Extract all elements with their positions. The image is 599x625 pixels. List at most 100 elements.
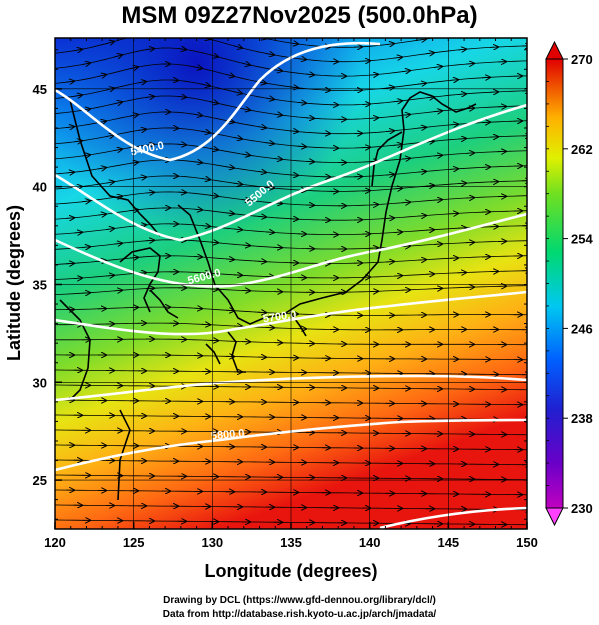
streamline xyxy=(55,322,527,331)
wind-arrow xyxy=(265,98,274,99)
wind-arrow xyxy=(297,102,306,103)
wind-arrow xyxy=(289,131,298,132)
streamline xyxy=(55,270,527,280)
wind-arrow xyxy=(425,53,434,54)
y-axis-ticks: 25 30 35 40 45 xyxy=(33,49,527,520)
wind-arrow xyxy=(177,144,186,145)
streamlines xyxy=(55,19,527,540)
wind-arrow xyxy=(449,124,458,125)
wind-arrow xyxy=(457,49,466,50)
streamline xyxy=(55,474,527,481)
wind-arrow xyxy=(145,240,154,241)
wind-arrow xyxy=(393,101,402,102)
wind-arrow xyxy=(385,131,394,132)
wind-arrow xyxy=(417,171,426,172)
wind-arrow xyxy=(289,175,298,176)
streamline xyxy=(55,504,527,511)
wind-arrow xyxy=(201,178,210,179)
wind-arrow xyxy=(201,226,210,227)
wind-arrow xyxy=(369,74,378,75)
wind-arrow xyxy=(73,232,82,233)
contour-5800 xyxy=(55,374,527,402)
wind-arrow xyxy=(257,127,266,128)
wind-arrow xyxy=(241,154,250,155)
wind-arrow xyxy=(417,127,426,128)
streamline xyxy=(55,384,527,391)
wind-arrow xyxy=(233,137,242,138)
wind-arrow xyxy=(209,55,218,57)
wind-arrow xyxy=(145,49,154,50)
wind-arrow xyxy=(393,232,402,233)
x-tick-label: 140 xyxy=(359,535,381,550)
wind-arrow xyxy=(177,96,186,97)
wind-arrow xyxy=(81,293,90,294)
wind-arrow xyxy=(81,247,90,248)
map-title: MSM 09Z27Nov2025 (500.0hPa) xyxy=(121,2,478,29)
contour-5600 xyxy=(55,212,527,288)
x-tick-label: 145 xyxy=(437,535,459,550)
wind-arrow xyxy=(130,19,138,21)
x-axis-ticks: 120 125 130 135 140 145 150 xyxy=(44,38,538,550)
wind-arrow xyxy=(97,168,106,169)
wind-arrow xyxy=(201,131,210,132)
x-tick-label: 135 xyxy=(280,535,302,550)
wind-arrow xyxy=(305,118,314,119)
wind-arrow xyxy=(361,61,370,62)
wind-arrow xyxy=(457,94,466,95)
wind-arrow xyxy=(129,115,138,116)
wind-arrow xyxy=(369,118,378,119)
wind-arrow xyxy=(225,310,234,311)
streamline xyxy=(55,143,527,164)
streamline xyxy=(55,175,527,192)
streamline xyxy=(55,95,527,120)
wind-arrow xyxy=(233,183,242,184)
wind-arrow xyxy=(193,114,202,115)
wind-arrow xyxy=(425,185,434,186)
wind-arrow xyxy=(385,218,394,219)
contour-5700 xyxy=(55,290,527,336)
wind-arrow xyxy=(433,66,442,67)
colorbar-tick-label: 270 xyxy=(571,52,593,67)
colorbar-tick-label: 262 xyxy=(571,142,593,157)
wind-arrow xyxy=(193,257,202,258)
wind-arrow xyxy=(385,174,394,175)
wind-arrow xyxy=(385,44,394,45)
contour-5400 xyxy=(55,41,381,162)
credit-data: Data from http://database.rish.kyoto-u.a… xyxy=(162,609,437,620)
wind-arrow xyxy=(273,114,282,115)
y-tick-label: 30 xyxy=(33,375,47,390)
wind-arrow xyxy=(177,49,186,50)
wind-arrow xyxy=(449,169,458,170)
wind-arrow xyxy=(170,32,178,33)
wind-arrow xyxy=(113,102,122,104)
wind-arrow xyxy=(401,246,410,247)
wind-arrow xyxy=(425,230,434,231)
y-tick-label: 35 xyxy=(33,277,47,292)
wind-arrow xyxy=(401,158,410,159)
wind-arrow xyxy=(193,209,202,210)
colorbar-tick-label: 238 xyxy=(571,411,593,426)
wind-arrow xyxy=(225,74,234,76)
wind-arrow xyxy=(138,34,146,36)
wind-arrow xyxy=(482,32,490,33)
y-tick-label: 40 xyxy=(33,180,47,195)
wind-arrow xyxy=(113,149,122,151)
gridlines xyxy=(55,38,527,529)
wind-arrow xyxy=(209,242,218,243)
streamline xyxy=(55,459,527,466)
streamline xyxy=(55,338,527,346)
streamline xyxy=(55,79,527,106)
wind-arrow xyxy=(393,145,402,146)
wind-arrow xyxy=(241,245,250,246)
wind-arrow xyxy=(73,49,82,50)
wind-arrow xyxy=(417,39,426,40)
wind-arrow xyxy=(401,202,410,203)
wind-arrow xyxy=(450,35,458,36)
wind-arrow xyxy=(105,41,114,43)
wind-arrow xyxy=(97,75,106,77)
wind-arrow xyxy=(105,182,114,183)
wind-arrow xyxy=(209,102,218,104)
x-tick-label: 120 xyxy=(44,535,66,550)
wind-arrow xyxy=(417,216,426,217)
colorbar-tick-label: 246 xyxy=(571,321,593,336)
